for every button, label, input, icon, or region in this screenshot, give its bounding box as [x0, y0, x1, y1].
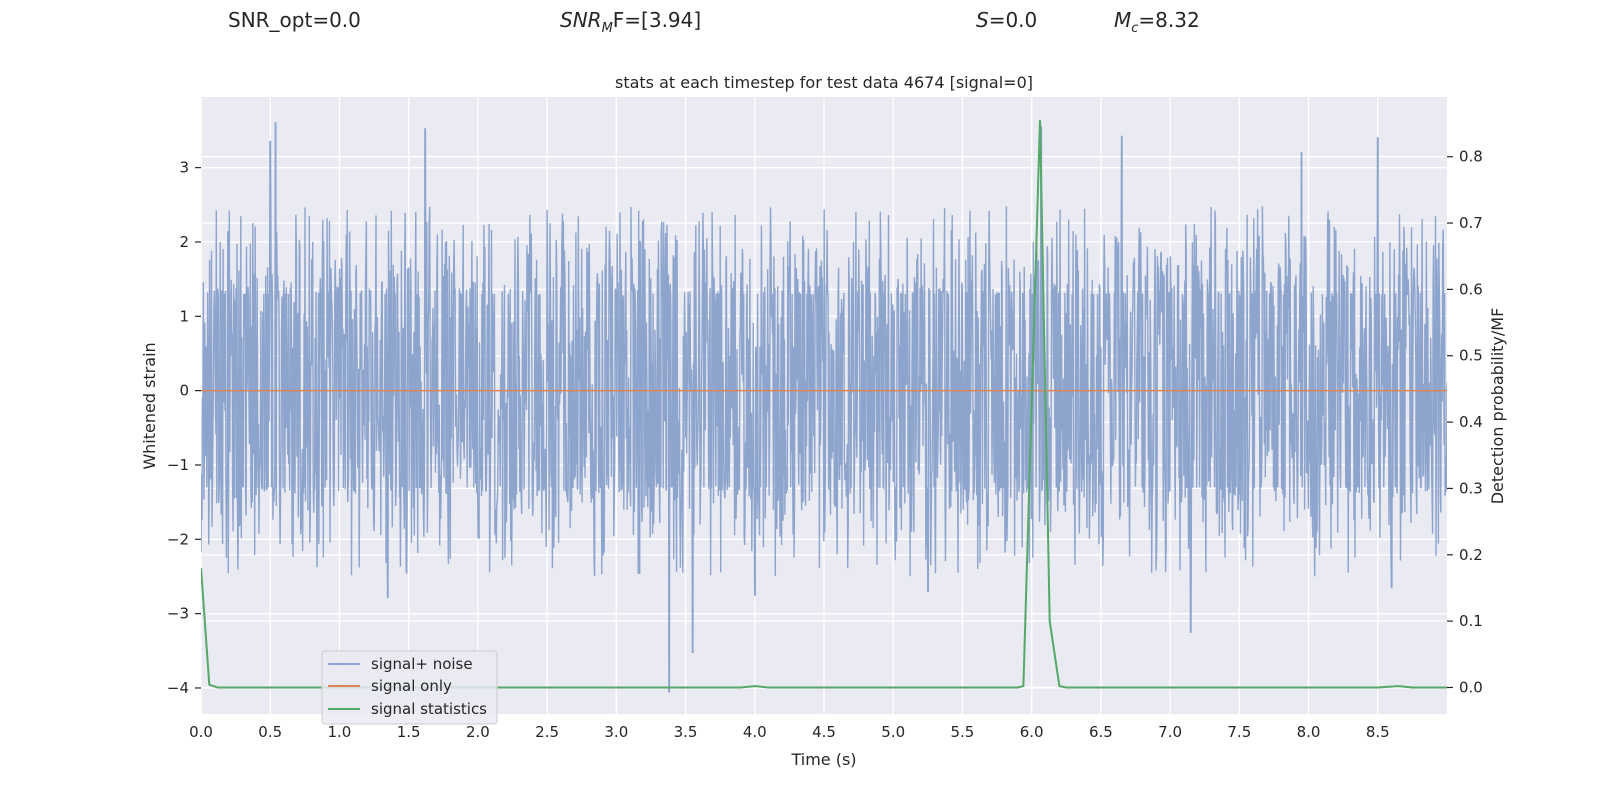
x-tick-7: 3.5 [674, 723, 698, 741]
y-tick-1: 2 [179, 233, 189, 251]
y-tick-5: −2 [167, 530, 189, 548]
legend: signal+ noise signal only signal statist… [321, 650, 498, 725]
x-tick-11: 5.5 [951, 723, 975, 741]
snr-mf-rest: F=[3.94] [612, 8, 702, 32]
x-tick-6: 3.0 [604, 723, 628, 741]
s-var: S [976, 8, 989, 32]
y-right-tick-1: 0.7 [1459, 214, 1483, 232]
snr-mf-var: SNR [560, 8, 602, 32]
x-tick-8: 4.0 [743, 723, 767, 741]
y-tick-7: −4 [167, 679, 189, 697]
x-tick-14: 7.0 [1158, 723, 1182, 741]
y-right-tick-6: 0.2 [1459, 546, 1483, 564]
y-axis-label: Whitened strain [140, 342, 159, 469]
mc-label: Mc=8.32 [1114, 8, 1200, 36]
snr-opt-text: SNR_opt=0.0 [228, 8, 361, 32]
x-tick-16: 8.0 [1297, 723, 1321, 741]
x-tick-2: 1.0 [328, 723, 352, 741]
x-tick-10: 5.0 [881, 723, 905, 741]
y-right-tick-3: 0.5 [1459, 347, 1483, 365]
y-right-tick-8: 0.0 [1459, 678, 1483, 696]
series-signal-noise [201, 122, 1447, 693]
x-tick-5: 2.5 [535, 723, 559, 741]
y-tick-4: −1 [167, 456, 189, 474]
x-tick-1: 0.5 [258, 723, 282, 741]
y-tick-2: 1 [179, 307, 189, 325]
legend-label-signal-statistics: signal statistics [371, 700, 487, 718]
legend-label-signal-only: signal only [371, 677, 452, 695]
y-tick-6: −3 [167, 605, 189, 623]
x-ticks: 0.0 0.5 1.0 1.5 2.0 2.5 3.0 3.5 4.0 4.5 5.0 5.5 6.0 6… [189, 723, 1390, 741]
y-right-tick-2: 0.6 [1459, 280, 1483, 298]
y-ticks: 3 2 1 0 −1 −2 −3 −4 [167, 159, 201, 697]
y-right-tick-0: 0.8 [1459, 148, 1483, 166]
s-label: S=0.0 [976, 8, 1037, 32]
x-tick-4: 2.0 [466, 723, 490, 741]
x-tick-9: 4.5 [812, 723, 836, 741]
s-rest: =0.0 [988, 8, 1038, 32]
legend-label-signal-noise: signal+ noise [371, 655, 473, 673]
x-tick-3: 1.5 [397, 723, 421, 741]
y-right-tick-4: 0.4 [1459, 413, 1483, 431]
y-tick-0: 3 [179, 159, 189, 177]
x-tick-17: 8.5 [1366, 723, 1390, 741]
y-ticks-right: 0.8 0.7 0.6 0.5 0.4 0.3 0.2 0.1 0.0 [1447, 148, 1483, 696]
snr-opt-label: SNR_opt=0.0 [228, 8, 361, 32]
legend-box [321, 650, 498, 725]
x-axis-label: Time (s) [790, 750, 856, 769]
chart-title: stats at each timestep for test data 467… [615, 73, 1033, 92]
x-tick-15: 7.5 [1227, 723, 1251, 741]
y-tick-3: 0 [179, 382, 189, 400]
x-tick-13: 6.5 [1089, 723, 1113, 741]
y-right-tick-7: 0.1 [1459, 612, 1483, 630]
y-right-tick-5: 0.3 [1459, 479, 1483, 497]
mc-rest: =8.32 [1138, 8, 1200, 32]
mc-var: M [1114, 8, 1132, 32]
x-tick-12: 6.0 [1020, 723, 1044, 741]
snr-mf-sub: M [601, 21, 613, 36]
mc-sub: c [1131, 21, 1139, 36]
x-tick-0: 0.0 [189, 723, 213, 741]
y-axis-label-right: Detection probability/MF [1488, 308, 1507, 505]
snr-mf-label: SNRMF=[3.94] [560, 8, 701, 36]
